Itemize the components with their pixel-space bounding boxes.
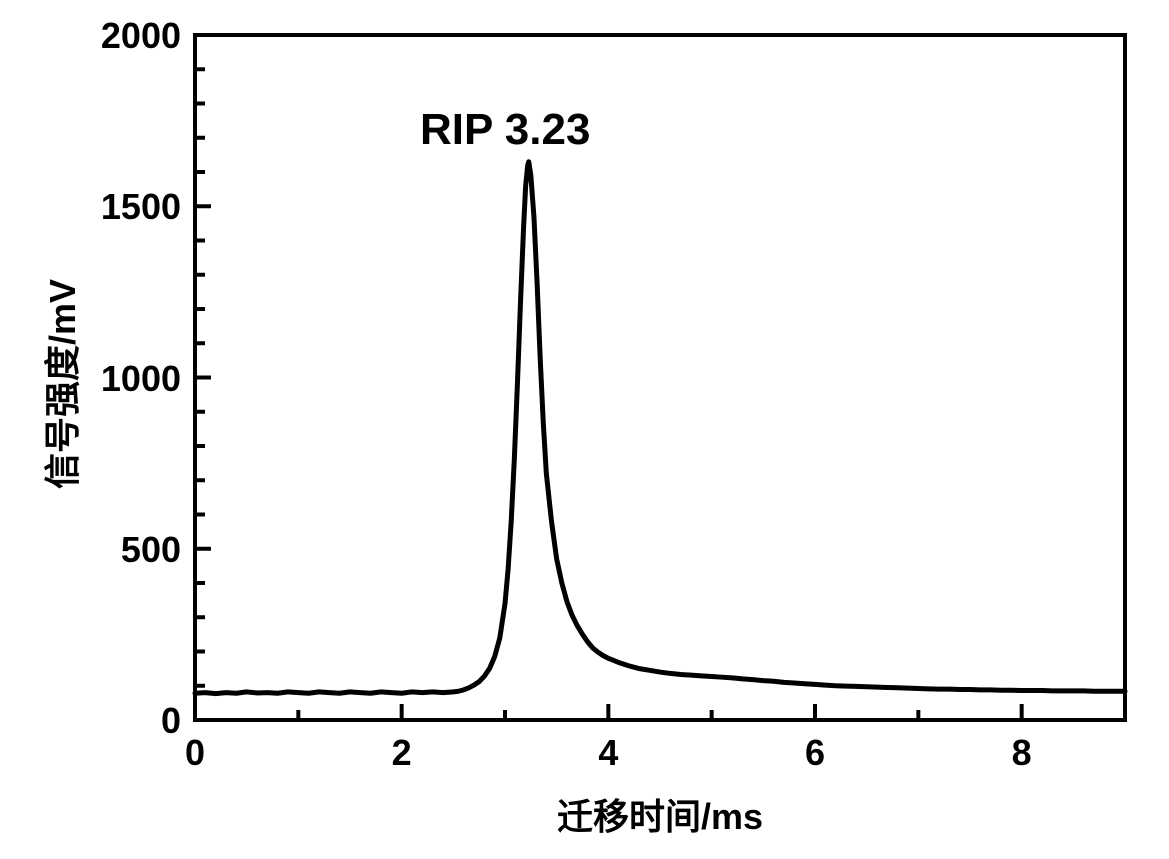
x-tick-label: 8 (992, 732, 1052, 774)
y-tick-label: 2000 (71, 15, 181, 57)
y-tick-label: 1500 (71, 186, 181, 228)
x-tick-label: 6 (785, 732, 845, 774)
x-axis-label: 迁移时间/ms (510, 788, 810, 840)
chart-container: 信号强度/mV 迁移时间/ms RIP 3.23 024680500100015… (0, 0, 1169, 859)
data-series (195, 162, 1125, 694)
x-tick-label: 4 (578, 732, 638, 774)
y-tick-label: 0 (71, 700, 181, 742)
x-tick-label: 2 (372, 732, 432, 774)
y-tick-label: 500 (71, 529, 181, 571)
peak-annotation: RIP 3.23 (420, 105, 590, 155)
y-tick-label: 1000 (71, 358, 181, 400)
